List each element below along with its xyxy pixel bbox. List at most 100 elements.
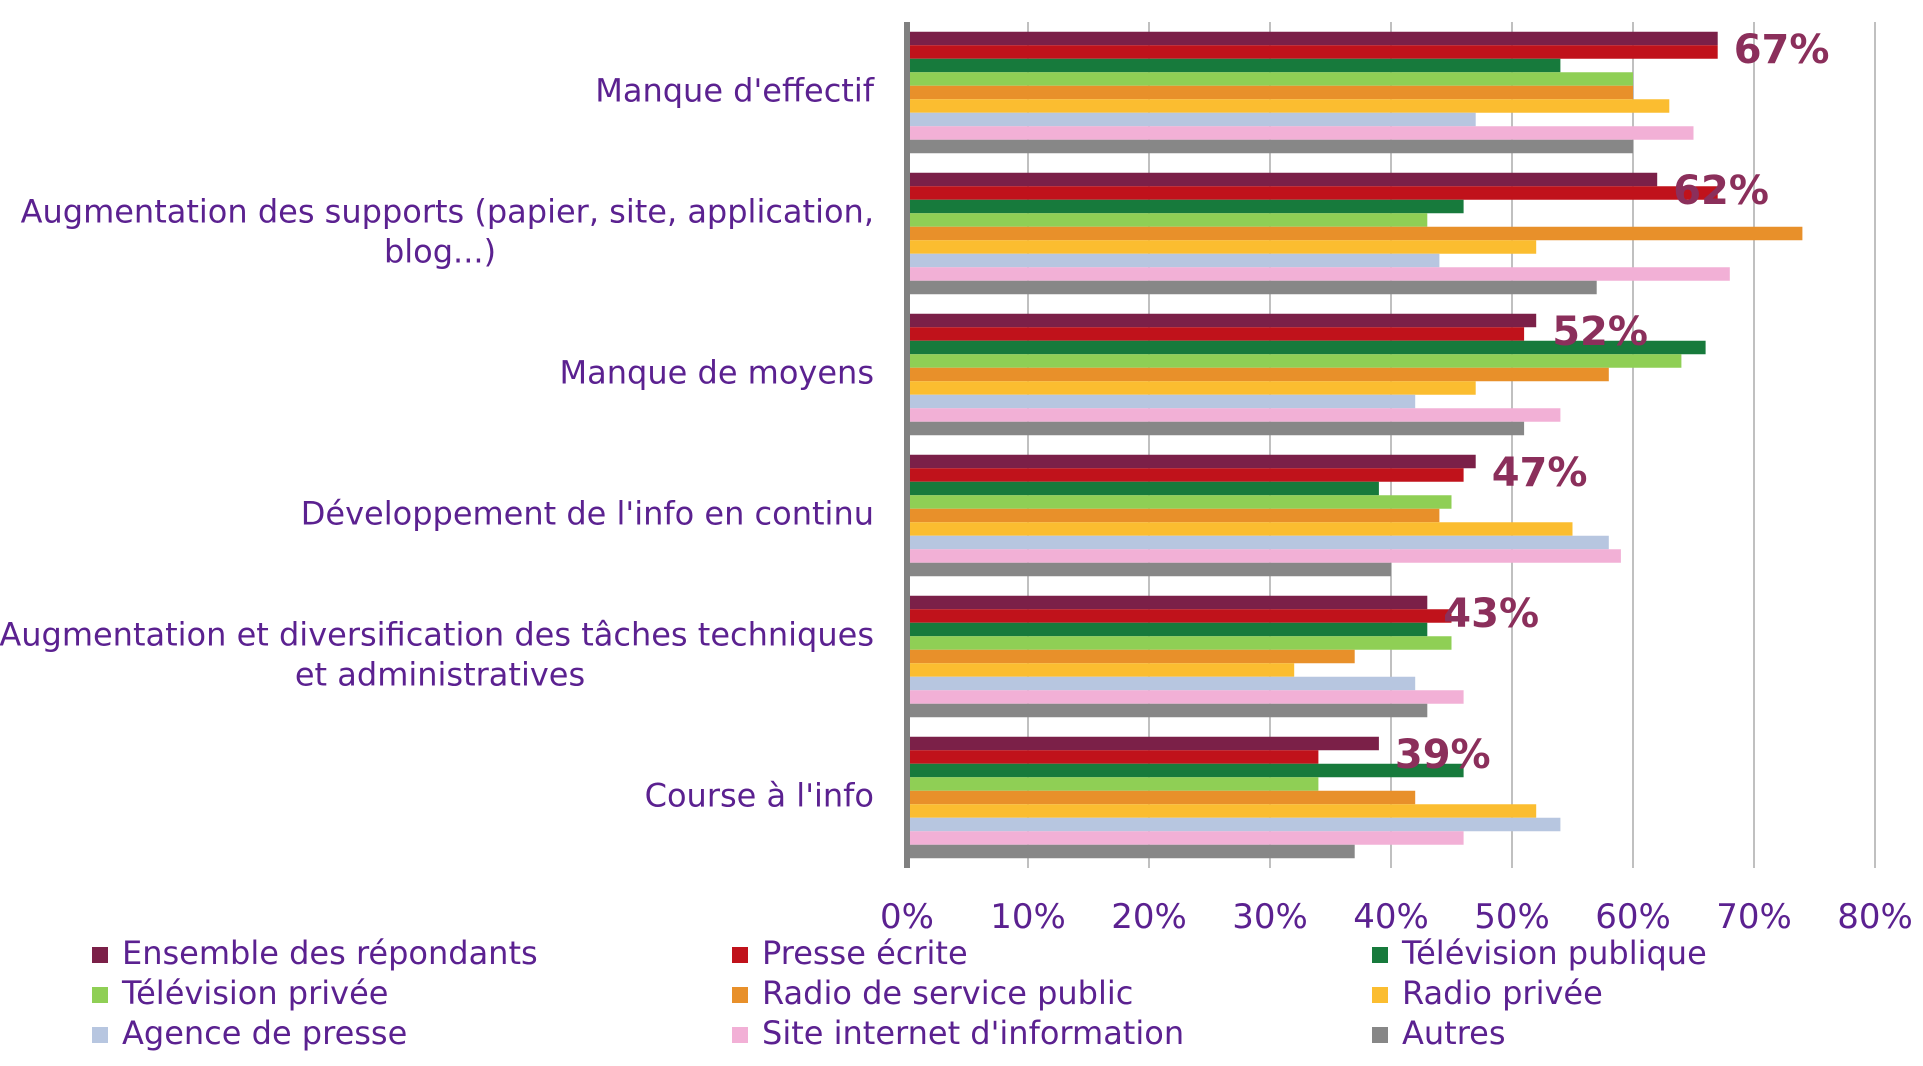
bar-agence-de-presse (907, 676, 1416, 691)
category-label: Augmentation et diversification des tâch… (0, 616, 874, 654)
data-label: 39% (1395, 732, 1491, 778)
category-label: Manque d'effectif (595, 72, 875, 110)
data-label: 43% (1443, 591, 1539, 637)
legend-swatch-presse-ecrite (732, 947, 748, 963)
bar-autres (907, 562, 1391, 577)
legend-label: Presse écrite (762, 934, 968, 972)
bar-ensemble-des-repondants (907, 172, 1658, 187)
bar-site-internet-d-information (907, 690, 1464, 704)
x-tick-label: 50% (1474, 897, 1550, 937)
bar-agence-de-presse (907, 817, 1561, 832)
x-tick-label: 0% (880, 897, 934, 937)
bar-site-internet-d-information (907, 831, 1464, 845)
legend-label: Autres (1402, 1014, 1506, 1052)
x-tick-label: 20% (1111, 897, 1187, 937)
bar-television-publique (907, 763, 1464, 778)
bar-site-internet-d-information (907, 126, 1694, 140)
bar-presse-ecrite (907, 186, 1718, 200)
category-label: Course à l'info (645, 777, 874, 815)
legend-label: Radio de service public (762, 974, 1133, 1012)
bar-radio-de-service-public (907, 367, 1609, 382)
bar-agence-de-presse (907, 394, 1416, 409)
bar-radio-de-service-public (907, 226, 1803, 241)
bar-radio-privee (907, 522, 1573, 536)
category-label: Augmentation des supports (papier, site,… (21, 193, 874, 231)
bar-ensemble-des-repondants (907, 736, 1379, 751)
bar-autres (907, 703, 1428, 718)
data-labels: 67% 62% 52% 47% 43% 39% (1395, 27, 1830, 778)
bar-autres (907, 421, 1525, 436)
bar-ensemble-des-repondants (907, 31, 1718, 46)
bar-ensemble-des-repondants (907, 313, 1537, 328)
bar-radio-privee (907, 381, 1476, 395)
bar-presse-ecrite (907, 468, 1464, 482)
bar-television-publique (907, 199, 1464, 214)
bar-radio-de-service-public (907, 508, 1440, 523)
bar-radio-de-service-public (907, 649, 1355, 664)
x-tick-label: 60% (1595, 897, 1671, 937)
legend: Ensemble des répondants Presse écrite Télé… (92, 934, 1707, 1052)
x-tick-label: 80% (1837, 897, 1913, 937)
bar-television-privee (907, 495, 1452, 509)
legend-label: Radio privée (1402, 974, 1603, 1012)
bar-presse-ecrite (907, 750, 1319, 764)
bar-television-privee (907, 636, 1452, 650)
legend-swatch-ensemble-des-repondants (92, 947, 108, 963)
data-label: 47% (1492, 450, 1588, 496)
bar-television-publique (907, 481, 1379, 496)
bar-radio-de-service-public (907, 790, 1416, 805)
x-tick-label: 10% (990, 897, 1066, 937)
bar-site-internet-d-information (907, 408, 1561, 422)
data-label: 62% (1673, 168, 1769, 214)
legend-label: Télévision privée (121, 974, 388, 1012)
legend-swatch-site-internet-d-information (732, 1027, 748, 1043)
x-tick-label: 70% (1716, 897, 1792, 937)
data-label: 52% (1552, 309, 1648, 355)
legend-swatch-radio-de-service-public (732, 987, 748, 1003)
legend-label: Agence de presse (122, 1014, 407, 1052)
legend-label: Site internet d'information (762, 1014, 1184, 1052)
x-tick-label: 30% (1232, 897, 1308, 937)
gridlines (1027, 22, 1876, 868)
legend-label: Ensemble des répondants (122, 934, 538, 972)
bar-site-internet-d-information (907, 549, 1621, 563)
bar-television-privee (907, 213, 1428, 227)
category-label: et administratives (295, 656, 585, 694)
category-label: Développement de l'info en continu (301, 495, 874, 533)
bars (907, 31, 1803, 859)
category-label: blog...) (384, 233, 496, 271)
bar-television-privee (907, 72, 1633, 86)
legend-label: Télévision publique (1401, 934, 1707, 972)
bar-television-privee (907, 354, 1682, 368)
category-label: Manque de moyens (560, 354, 874, 392)
bar-agence-de-presse (907, 253, 1440, 268)
x-tick-label: 40% (1353, 897, 1429, 937)
bar-radio-de-service-public (907, 85, 1633, 100)
bar-autres (907, 139, 1633, 154)
bar-radio-privee (907, 804, 1537, 818)
bar-autres (907, 280, 1597, 295)
legend-swatch-autres (1372, 1027, 1388, 1043)
bar-ensemble-des-repondants (907, 454, 1476, 469)
bar-radio-privee (907, 99, 1670, 113)
bar-presse-ecrite (907, 45, 1718, 59)
bar-television-privee (907, 777, 1319, 791)
bar-autres (907, 844, 1355, 859)
data-label: 67% (1734, 27, 1830, 73)
bar-television-publique (907, 340, 1706, 355)
bar-television-publique (907, 622, 1428, 637)
legend-swatch-television-publique (1372, 947, 1388, 963)
bar-agence-de-presse (907, 535, 1609, 550)
bar-ensemble-des-repondants (907, 595, 1428, 610)
bar-television-publique (907, 58, 1561, 73)
bar-presse-ecrite (907, 327, 1525, 341)
legend-swatch-television-privee (92, 987, 108, 1003)
bar-site-internet-d-information (907, 267, 1730, 281)
bar-radio-privee (907, 240, 1537, 254)
bar-presse-ecrite (907, 609, 1452, 623)
x-tick-labels: 0% 10% 20% 30% 40% 50% 60% 70% 80% (880, 897, 1913, 937)
legend-swatch-agence-de-presse (92, 1027, 108, 1043)
bar-agence-de-presse (907, 112, 1476, 127)
